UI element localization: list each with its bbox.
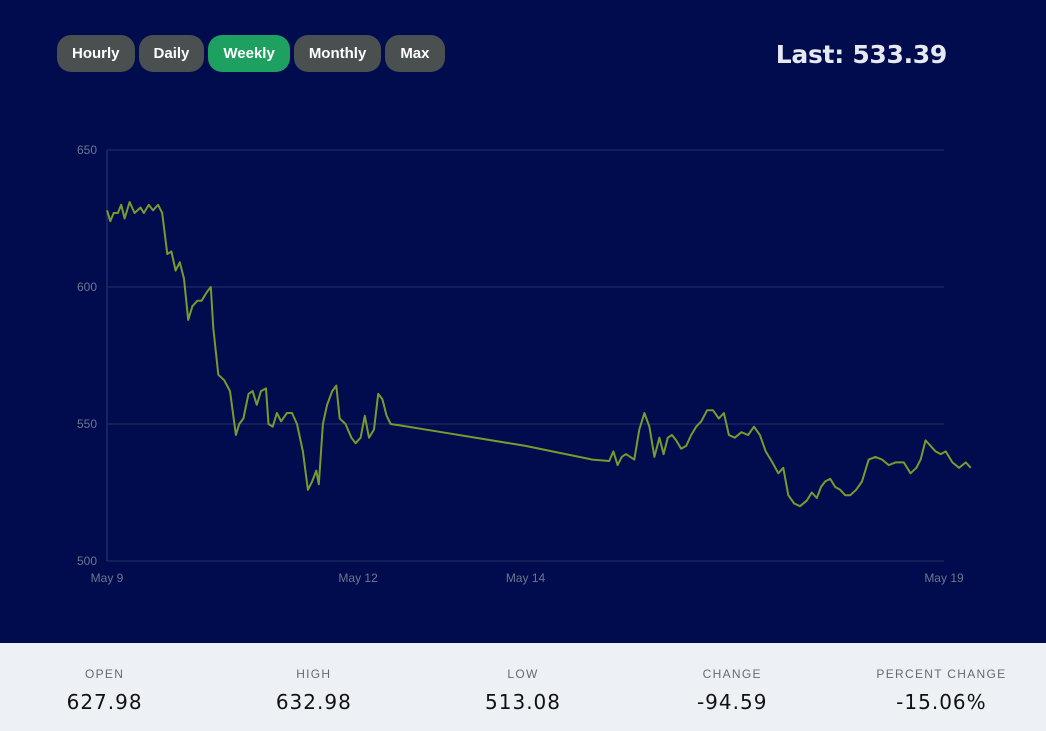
y-tick-label: 500 bbox=[77, 554, 97, 568]
stat-open: OPEN 627.98 bbox=[0, 643, 209, 731]
stat-percent-change-value: -15.06% bbox=[896, 690, 987, 714]
x-tick-label: May 19 bbox=[924, 571, 964, 585]
x-tick-label: May 12 bbox=[338, 571, 378, 585]
chart-panel: Hourly Daily Weekly Monthly Max Last: 53… bbox=[57, 35, 972, 585]
y-axis-ticks: 500 550 600 650 bbox=[77, 143, 97, 568]
last-price: Last: 533.39 bbox=[775, 40, 948, 69]
y-tick-label: 550 bbox=[77, 417, 97, 431]
stats-bar: OPEN 627.98 HIGH 632.98 LOW 513.08 CHANG… bbox=[0, 643, 1046, 731]
stat-high-value: 632.98 bbox=[275, 690, 352, 714]
price-line-chart: 500 550 600 650 May 9 May 12 May 14 May 19 bbox=[77, 143, 972, 585]
price-series-line bbox=[106, 201, 972, 508]
stat-change-label: CHANGE bbox=[702, 667, 762, 681]
stat-low-value: 513.08 bbox=[485, 690, 561, 714]
stat-high: HIGH 632.98 bbox=[209, 643, 418, 731]
stat-change-value: -94.59 bbox=[696, 690, 768, 714]
daily-button[interactable]: Daily bbox=[138, 35, 205, 72]
stat-high-label: HIGH bbox=[296, 667, 332, 681]
stat-percent-change: PERCENT CHANGE -15.06% bbox=[837, 643, 1046, 731]
chart-grid bbox=[106, 149, 944, 562]
stat-percent-change-label: PERCENT CHANGE bbox=[876, 667, 1007, 681]
stat-open-value: 627.98 bbox=[66, 690, 143, 714]
x-axis-ticks: May 9 May 12 May 14 May 19 bbox=[91, 571, 964, 585]
x-tick-label: May 9 bbox=[91, 571, 124, 585]
stat-low-label: LOW bbox=[507, 667, 539, 681]
hourly-button[interactable]: Hourly bbox=[57, 35, 135, 72]
y-tick-label: 650 bbox=[77, 143, 97, 157]
stat-low: LOW 513.08 bbox=[418, 643, 627, 731]
stat-open-label: OPEN bbox=[84, 667, 125, 681]
x-tick-label: May 14 bbox=[506, 571, 546, 585]
weekly-button[interactable]: Weekly bbox=[208, 35, 290, 72]
y-tick-label: 600 bbox=[77, 280, 97, 294]
range-selector: Hourly Daily Weekly Monthly Max bbox=[57, 35, 445, 72]
stat-change: CHANGE -94.59 bbox=[628, 643, 837, 731]
monthly-button[interactable]: Monthly bbox=[293, 35, 382, 72]
max-button[interactable]: Max bbox=[385, 35, 445, 72]
